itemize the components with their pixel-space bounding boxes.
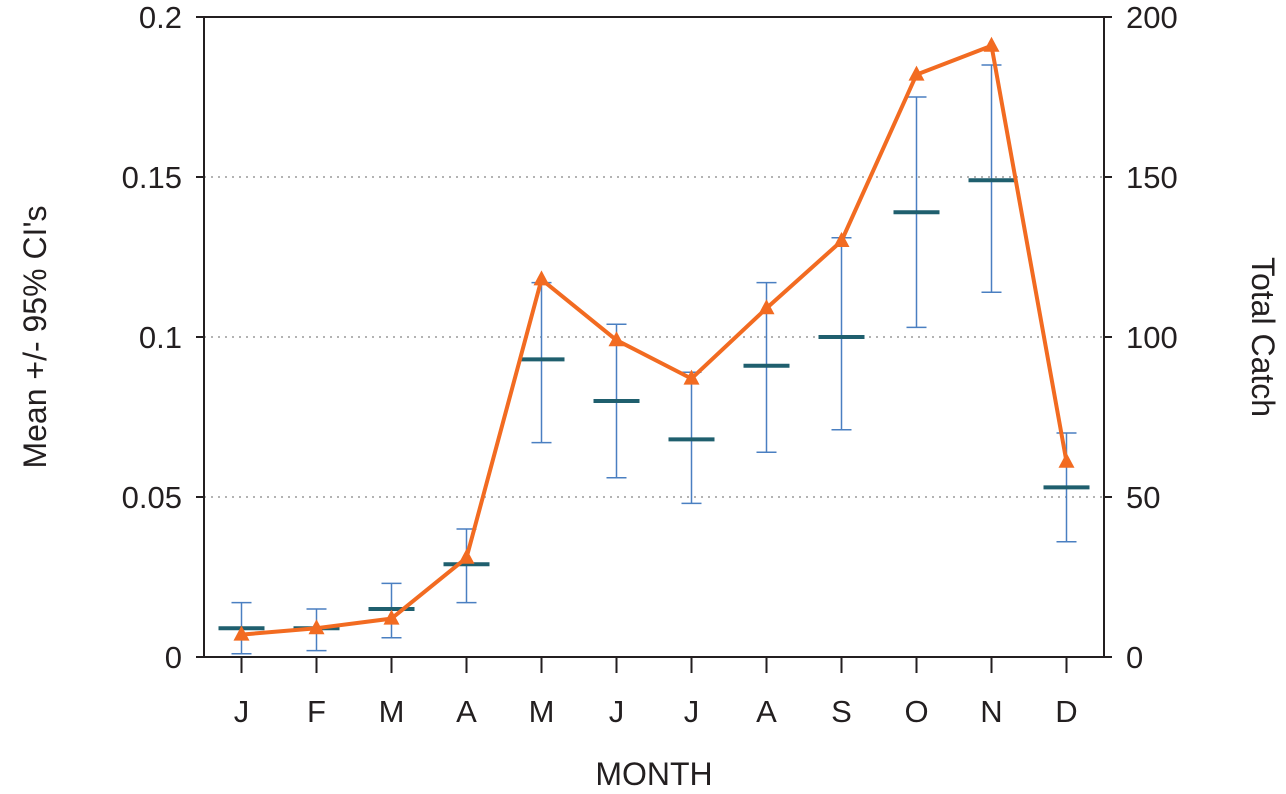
total-catch-marker-8	[833, 232, 850, 247]
total-catch-marker-11	[1058, 452, 1075, 468]
right-tick-label-3: 150	[1126, 160, 1178, 195]
right-tick-label-1: 50	[1126, 480, 1160, 515]
total-catch-marker-1	[308, 619, 325, 635]
right-tick-label-4: 200	[1126, 0, 1178, 35]
right-tick-label-2: 100	[1126, 320, 1178, 355]
total-catch-line	[241, 43, 1069, 637]
total-catch-marker-2	[383, 609, 400, 625]
total-catch-series	[233, 36, 1075, 641]
total-catch-marker-4	[533, 270, 550, 286]
total-catch-marker-10	[983, 36, 1000, 52]
x-tick-label-2: M	[379, 694, 405, 729]
grid-lines	[204, 176, 1104, 498]
x-tick-label-10: N	[980, 694, 1002, 729]
left-tick-label-1: 0.05	[122, 480, 182, 515]
left-tick-label-2: 0.1	[139, 320, 182, 355]
confidence-intervals	[218, 64, 1090, 655]
x-tick-label-8: S	[831, 694, 852, 729]
left-tick-label-3: 0.15	[122, 160, 182, 195]
x-tick-label-11: D	[1055, 694, 1077, 729]
left-tick-label-0: 0	[165, 640, 182, 675]
x-tick-label-1: F	[307, 694, 326, 729]
left-y-axis-title: Mean +/- 95% CI's	[17, 205, 53, 468]
total-catch-marker-6	[683, 369, 700, 385]
x-tick-label-9: O	[904, 694, 928, 729]
total-catch-marker-5	[608, 331, 625, 347]
x-tick-label-6: J	[684, 694, 700, 729]
axis-ticks: 0 0.05 0.1 0.15 0.2 0 50 100 150 200 J F M A M J J A S O N D	[122, 0, 1178, 729]
x-tick-label-7: A	[756, 694, 777, 729]
total-catch-marker-9	[908, 65, 925, 81]
x-tick-label-5: J	[609, 694, 625, 729]
x-tick-label-0: J	[234, 694, 250, 729]
x-tick-label-4: M	[529, 694, 555, 729]
right-tick-label-0: 0	[1126, 640, 1143, 675]
x-tick-label-3: A	[456, 694, 477, 729]
right-y-axis-title: Total Catch	[1245, 257, 1281, 417]
total-catch-marker-3	[458, 548, 475, 564]
left-tick-label-4: 0.2	[139, 0, 182, 35]
total-catch-marker-7	[758, 299, 775, 315]
total-catch-marker-0	[233, 625, 250, 641]
x-axis-title: MONTH	[595, 756, 712, 792]
